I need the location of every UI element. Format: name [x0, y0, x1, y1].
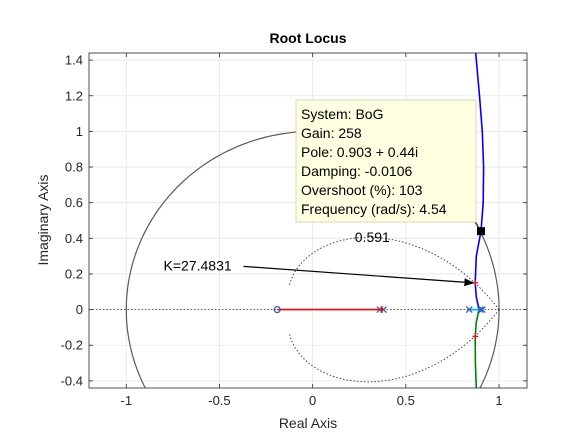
x-axis-label: Real Axis [279, 415, 337, 431]
axes-frame [88, 52, 528, 389]
y-tick-label: 0.2 [65, 266, 83, 281]
x-tick-label: -0.5 [208, 393, 230, 408]
y-tick-label: 0 [76, 302, 83, 317]
y-tick-label: 1.2 [65, 88, 83, 103]
x-tick-label: 0.5 [397, 393, 415, 408]
data-tip-overshoot: Overshoot (%): 103 [301, 182, 423, 198]
tick-marks [89, 53, 527, 388]
pole-marker [465, 306, 473, 314]
data-tip-gain: Gain: 258 [301, 125, 362, 141]
gain-marker [472, 333, 479, 340]
x-tick-label: 1 [495, 393, 502, 408]
x-tick-label: 0 [309, 393, 316, 408]
y-tick-label: 1 [76, 124, 83, 139]
damping-ratio-label: 0.591 [355, 229, 390, 245]
pole-zero-markers [273, 279, 486, 340]
data-tip[interactable]: System: BoG Gain: 258 Pole: 0.903 + 0.44… [295, 99, 485, 236]
locus-branch [474, 53, 485, 310]
y-tick-label: -0.4 [61, 373, 83, 388]
tick-labels: -1 -0.5 0 0.5 1 -0.4 -0.2 0 0.2 0.4 0.6 0.8 1 1.2 1.4 [61, 53, 503, 408]
pole-stroke [478, 306, 486, 314]
pole-stroke [476, 306, 484, 314]
y-tick-label: 0.6 [65, 195, 83, 210]
data-tip-system: System: BoG [301, 106, 383, 122]
y-tick-label: -0.2 [61, 338, 83, 353]
data-tip-pole: Pole: 0.903 + 0.44i [301, 144, 418, 160]
chart-title: Root Locus [270, 30, 347, 46]
y-tick-label: 1.4 [65, 53, 83, 68]
pole-marker [478, 306, 486, 314]
zero-marker [273, 305, 281, 314]
damping-ratio-curve [289, 236, 500, 383]
gain-annotation: K=27.4831 [164, 257, 232, 273]
y-tick-label: 0.4 [65, 231, 83, 246]
y-axis-label: Imaginary Axis [35, 174, 51, 265]
pole-marker [476, 306, 484, 314]
data-tip-frequency: Frequency (rad/s): 4.54 [301, 201, 447, 217]
data-tip-marker[interactable] [476, 227, 485, 236]
x-tick-label: -1 [120, 393, 132, 408]
pole-stroke [465, 306, 473, 314]
data-tip-box [295, 99, 477, 223]
gain-marker [378, 306, 385, 313]
data-tip-damping: Damping: -0.0106 [301, 163, 413, 179]
y-tick-label: 0.8 [65, 160, 83, 175]
gain-annotation-arrow [243, 265, 475, 287]
